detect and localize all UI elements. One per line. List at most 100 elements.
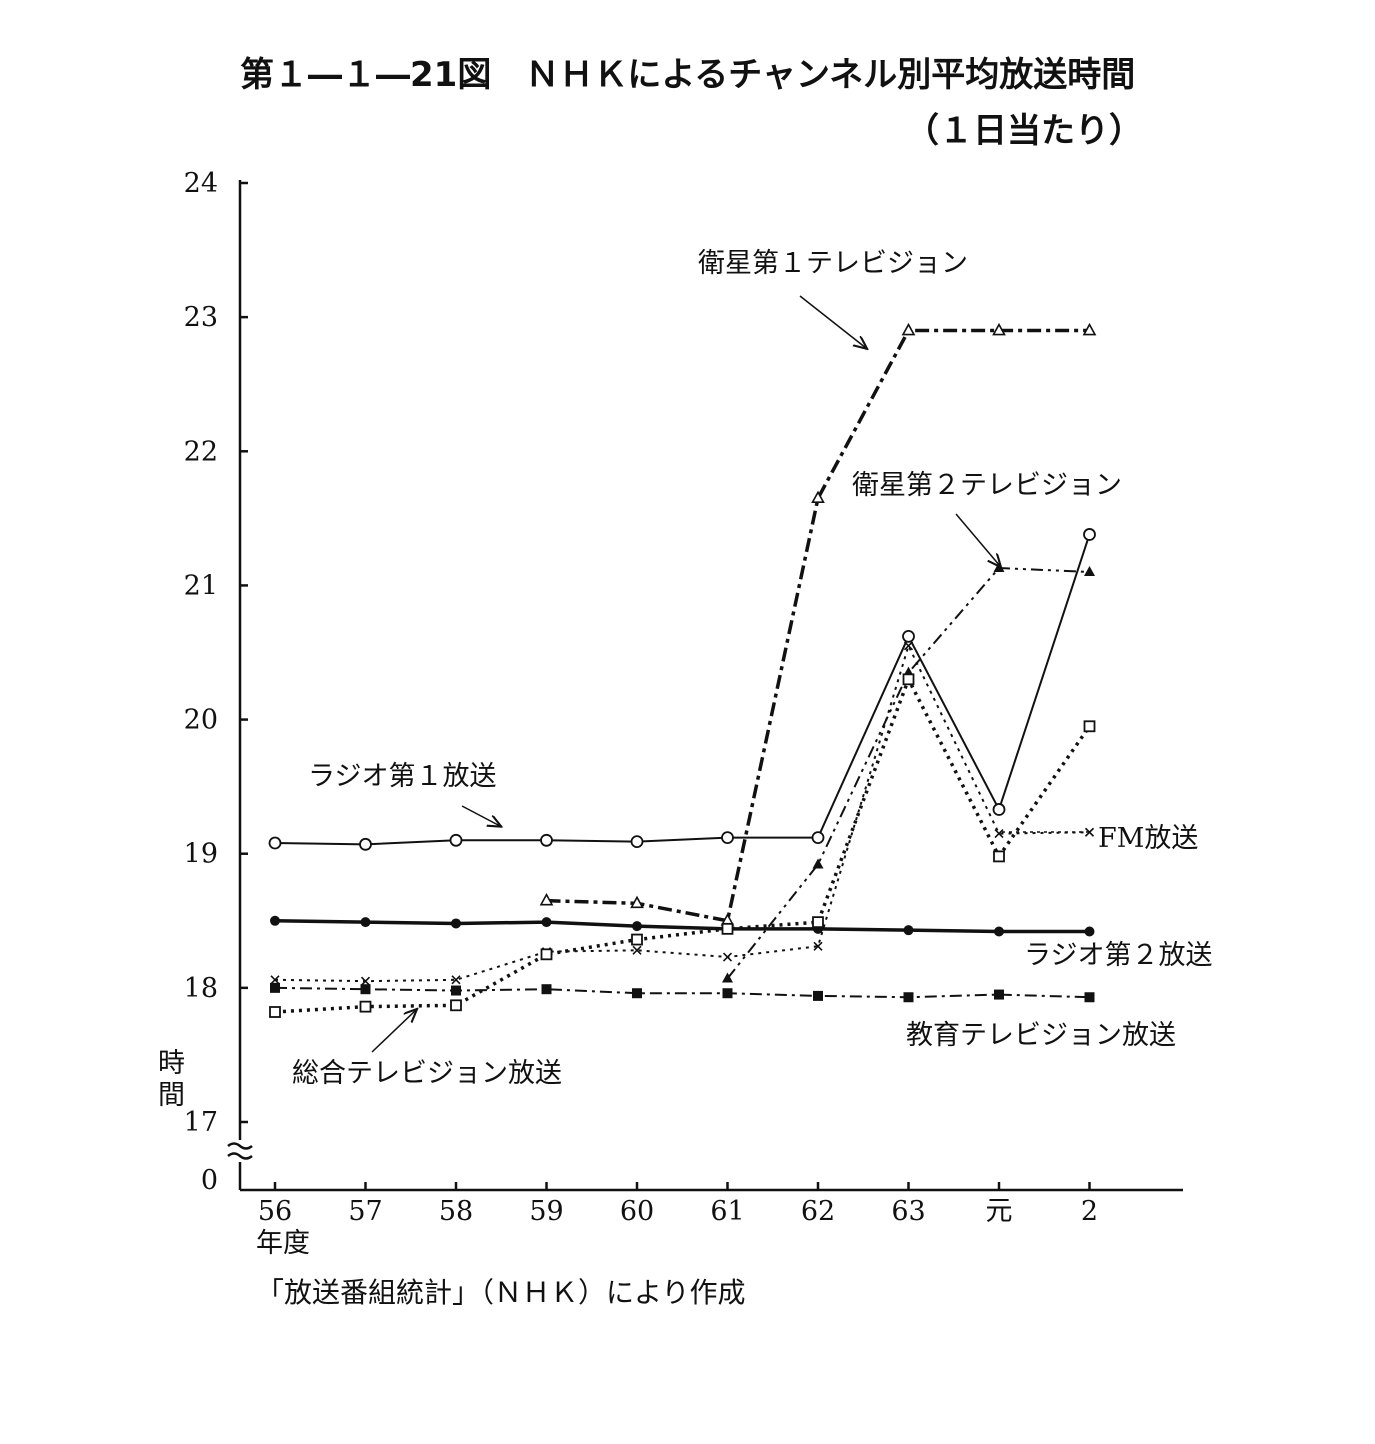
y-tick-label: 23 [184,302,218,333]
data-point [1084,926,1095,937]
x-tick-label: 56 [258,1196,292,1227]
data-point [630,835,644,849]
data-point [1084,566,1095,577]
data-point [270,975,280,985]
data-point [721,922,734,935]
series-2 [268,528,1096,851]
y-axis-label: 時 [158,1048,185,1079]
x-tick-label: 57 [348,1196,382,1227]
data-point [811,490,825,504]
axes: 0 17 18 19 20 21 22 23 24 時間 56 57 58 59 60 61 62 63 元 2 [158,168,1183,1227]
data-point [903,925,914,936]
data-point [1083,720,1096,733]
data-point [269,1006,281,1018]
data-point [630,895,644,909]
data-point [902,630,915,643]
data-point [1084,992,1095,1003]
series-line [274,919,1090,934]
series-label: ラジオ第１放送 [308,761,496,792]
series-0 [539,322,1097,926]
data-point [450,999,462,1012]
data-point [812,916,824,929]
data-point [632,921,642,932]
data-point [994,989,1004,1000]
data-point [1084,827,1095,837]
series-5 [270,982,1095,1003]
data-point [541,917,552,928]
series-line [274,986,1090,999]
data-point [993,561,1005,572]
y-tick-label: 21 [184,570,218,601]
data-point [268,836,282,850]
data-point [632,945,642,955]
chart-subtitle: （１日当たり） [905,111,1143,151]
data-point [539,893,554,906]
data-point [270,982,280,993]
data-point [903,641,914,651]
data-point [360,976,371,986]
x-tick-label: 2 [1081,1196,1098,1227]
series-label: FM放送 [1098,823,1198,854]
data-point [1082,322,1097,336]
data-point [992,803,1006,816]
data-point [359,1000,372,1013]
data-point [631,933,643,946]
y-tick-label: 19 [184,839,218,870]
data-point [541,984,552,995]
data-point [632,988,642,999]
data-point [449,833,463,847]
data-point [451,985,461,996]
x-tick-label: 61 [710,1196,744,1227]
data-point [451,918,461,929]
data-point [540,948,553,961]
leader-arrow [955,513,1000,566]
x-tick-label: 59 [529,1196,563,1227]
data-point [811,831,825,845]
series-line [726,566,1090,980]
series-label: 衛星第１テレビジョン [698,248,968,279]
y-tick-label: 0 [201,1165,218,1196]
y-tick-label: 24 [184,168,218,199]
data-point [994,926,1004,937]
series-layer [268,322,1097,1018]
y-axis-label: 間 [158,1080,185,1111]
data-point [992,322,1006,336]
data-point [993,850,1005,863]
data-point [270,915,280,926]
x-axis-label: 年度 [256,1228,310,1259]
series-label: 総合テレビジョン放送 [292,1058,562,1089]
series-label: 衛星第２テレビジョン [852,470,1122,501]
data-point [901,322,916,336]
series-line [274,674,1091,1014]
series-1 [722,561,1095,983]
y-tick-label: 20 [184,705,218,736]
y-tick-label: 17 [184,1107,218,1138]
source-note: 「放送番組統計」（ＮＨＫ）により作成 [256,1276,745,1309]
data-point [360,917,371,928]
data-point [813,990,823,1001]
data-point [451,975,461,985]
x-tick-label: 58 [439,1196,473,1227]
y-tick-label: 22 [184,436,218,467]
y-tick-label: 18 [184,973,218,1004]
data-point [722,988,733,999]
data-point [359,837,372,851]
data-point [902,673,915,686]
data-point [994,829,1004,839]
series-4 [270,915,1095,937]
data-point [903,992,914,1003]
x-tick-label: 元 [986,1196,1013,1227]
leader-arrow [371,1010,416,1053]
data-point [722,952,733,962]
data-point [1083,528,1096,541]
series-6 [269,673,1096,1018]
series-3 [270,641,1095,986]
series-label: 教育テレビジョン放送 [906,1020,1176,1051]
x-tick-label: 62 [801,1196,835,1227]
x-tick-label: 60 [620,1196,654,1227]
data-point [813,941,823,951]
data-point [721,831,734,845]
leader-arrow [799,295,866,348]
